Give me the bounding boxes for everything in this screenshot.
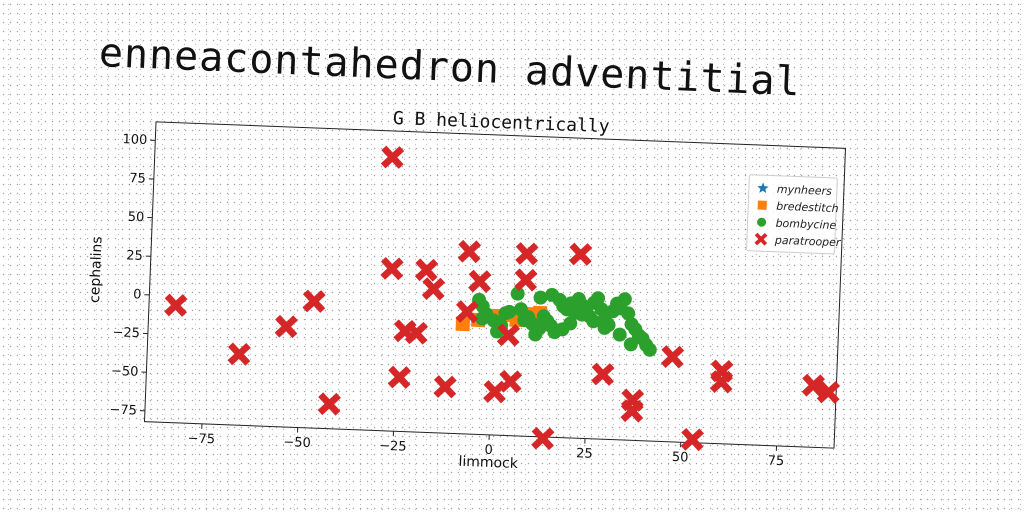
paratrooper-point bbox=[571, 245, 590, 264]
paratrooper-point bbox=[501, 372, 520, 391]
plot-frame bbox=[144, 122, 845, 448]
paratrooper-point bbox=[230, 345, 249, 364]
paratrooper-point bbox=[593, 365, 612, 384]
paratrooper-point bbox=[424, 279, 443, 298]
y-tick-label: −75 bbox=[109, 402, 137, 418]
legend-label-bombycine: bombycine bbox=[775, 217, 836, 232]
x-tick-label: −75 bbox=[187, 431, 215, 447]
legend-label-paratrooper: paratrooper bbox=[774, 234, 842, 250]
y-axis: 100 75 50 25 0 −25 −50 −75 bbox=[109, 132, 155, 419]
y-tick-label: 25 bbox=[126, 248, 143, 264]
legend-label-bredestitch: bredestitch bbox=[776, 200, 839, 215]
legend-marker-bredestitch bbox=[758, 201, 767, 210]
x-axis-label: limmock bbox=[458, 454, 519, 472]
y-tick-label: 75 bbox=[129, 171, 146, 187]
y-tick-label: −50 bbox=[111, 364, 139, 380]
x-tick-label: −25 bbox=[379, 439, 407, 455]
y-tick-label: −25 bbox=[112, 325, 140, 341]
paratrooper-point bbox=[417, 261, 436, 280]
paratrooper-point bbox=[518, 244, 537, 263]
legend-label-mynheers: mynheers bbox=[777, 183, 833, 198]
paratrooper-point bbox=[533, 429, 552, 448]
paratrooper-point bbox=[436, 377, 455, 396]
paratrooper-point bbox=[485, 382, 504, 401]
paratrooper-point bbox=[166, 296, 185, 315]
x-tick-label: 50 bbox=[672, 450, 689, 466]
x-tick-label: 25 bbox=[576, 446, 593, 462]
y-axis-label: cephalins bbox=[87, 236, 106, 303]
chart-title: G B heliocentrically bbox=[393, 108, 611, 137]
paratrooper-point bbox=[320, 395, 339, 414]
paratrooper-point bbox=[390, 368, 409, 387]
paratrooper-point bbox=[277, 317, 296, 336]
paratrooper-point bbox=[683, 430, 702, 449]
x-tick-label: 75 bbox=[767, 454, 784, 470]
paratrooper-point bbox=[470, 272, 489, 291]
paratrooper-point bbox=[305, 292, 324, 311]
paratrooper-point bbox=[383, 148, 402, 167]
legend: mynheers bredestitch bombycine paratrooper bbox=[747, 175, 845, 255]
y-tick-label: 50 bbox=[127, 210, 144, 226]
x-tick-label: −50 bbox=[283, 435, 311, 451]
bombycine-point bbox=[612, 327, 627, 342]
y-tick-label: 100 bbox=[122, 132, 147, 148]
y-tick-label: 0 bbox=[133, 287, 142, 302]
paratrooper-point bbox=[517, 271, 536, 290]
paratrooper-point bbox=[663, 347, 682, 366]
paratrooper-point bbox=[383, 259, 402, 278]
paratrooper-point bbox=[460, 242, 479, 261]
plot-marks bbox=[162, 140, 846, 459]
